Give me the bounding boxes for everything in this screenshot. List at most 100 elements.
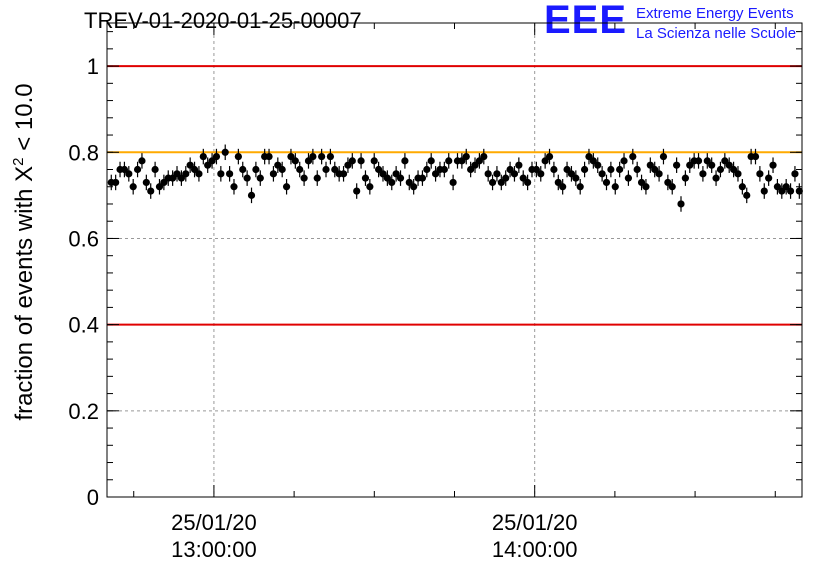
data-point <box>502 174 510 182</box>
data-point <box>388 178 396 187</box>
data-point <box>239 165 247 174</box>
y-tick-label: 0.4 <box>68 313 99 338</box>
data-point <box>480 152 488 161</box>
data-point <box>226 170 234 178</box>
data-point <box>769 161 777 169</box>
data-point <box>462 152 470 161</box>
data-point <box>510 170 519 178</box>
data-point <box>580 165 589 174</box>
data-point <box>173 170 181 178</box>
data-point <box>738 183 746 191</box>
data-point <box>791 170 799 178</box>
data-point <box>252 165 260 174</box>
data-point <box>370 157 378 165</box>
data-point <box>410 183 418 191</box>
data-point <box>287 152 295 161</box>
data-point <box>177 174 185 182</box>
data-point <box>773 183 782 191</box>
data-point <box>559 183 567 191</box>
data-point <box>497 178 505 187</box>
data-point <box>392 170 400 178</box>
data-point <box>112 178 120 187</box>
data-point <box>686 161 694 169</box>
data-point <box>694 157 703 165</box>
data-point <box>651 165 659 174</box>
data-point <box>247 191 256 199</box>
data-point <box>318 152 326 161</box>
data-point <box>326 152 335 161</box>
data-point <box>646 161 654 169</box>
data-point <box>313 174 321 182</box>
data-point <box>190 165 199 174</box>
data-point <box>265 152 273 161</box>
data-point <box>300 174 308 182</box>
data-point <box>541 157 549 165</box>
data-point <box>677 200 685 208</box>
x-tick-label-date: 25/01/20 <box>492 510 578 535</box>
data-point <box>602 178 611 187</box>
data-point <box>322 165 330 174</box>
data-point <box>703 157 711 165</box>
data-point <box>716 165 725 174</box>
data-point <box>729 165 738 174</box>
data-point <box>353 187 361 195</box>
data-point <box>493 170 501 178</box>
data-point <box>344 161 352 169</box>
x-tick-label-date: 25/01/20 <box>171 510 257 535</box>
data-point <box>554 178 562 187</box>
data-point <box>782 183 790 191</box>
data-point <box>204 161 212 169</box>
data-point <box>467 165 475 174</box>
data-point <box>296 165 304 174</box>
data-point <box>778 187 786 195</box>
data-point <box>366 183 374 191</box>
data-point <box>309 152 317 161</box>
data-point <box>624 174 633 182</box>
data-point <box>756 170 764 178</box>
data-point <box>138 157 146 165</box>
data-point <box>361 174 370 182</box>
data-point <box>212 152 221 161</box>
data-point <box>423 165 431 174</box>
data-point <box>125 170 133 178</box>
data-point <box>585 152 593 161</box>
data-point <box>401 157 409 165</box>
data-point <box>537 170 545 178</box>
data-point <box>721 157 729 165</box>
data-point <box>418 174 427 182</box>
data-point <box>427 157 435 165</box>
y-tick-label: 0.2 <box>68 399 99 424</box>
data-point <box>160 178 168 187</box>
y-tick-label: 0.6 <box>68 226 99 251</box>
data-point <box>550 165 558 174</box>
data-point <box>331 165 339 174</box>
y-tick-label: 0 <box>87 485 99 510</box>
data-point <box>708 161 716 169</box>
data-point <box>142 178 150 187</box>
data-point <box>786 187 795 195</box>
data-point <box>471 161 479 169</box>
logo-text-line2: La Scienza nelle Scuole <box>636 25 797 42</box>
data-point <box>524 178 532 187</box>
data-point <box>681 174 689 182</box>
data-point <box>699 170 707 178</box>
data-point <box>405 178 413 187</box>
data-point <box>440 165 448 174</box>
data-point <box>208 157 216 165</box>
data-point <box>375 165 383 174</box>
data-point <box>519 174 527 182</box>
x-tick-label-time: 14:00:00 <box>492 537 578 562</box>
data-point <box>655 170 663 178</box>
data-point <box>659 152 668 161</box>
data-point <box>274 161 282 169</box>
data-point <box>256 174 264 182</box>
data-point <box>664 178 672 187</box>
data-point <box>506 165 514 174</box>
chart-title: TREV-01-2020-01-25-00007 <box>84 8 362 33</box>
data-point <box>734 170 742 178</box>
data-point <box>572 174 580 182</box>
data-point <box>668 183 676 191</box>
data-point <box>182 170 190 178</box>
data-point <box>545 152 554 161</box>
data-point <box>515 161 523 169</box>
